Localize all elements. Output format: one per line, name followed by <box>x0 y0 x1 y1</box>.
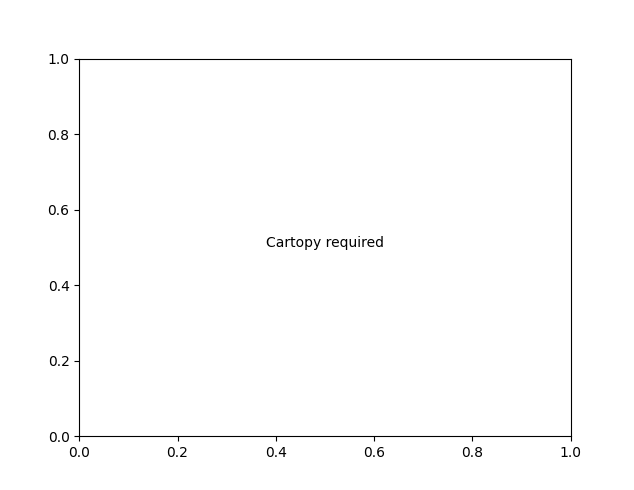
Text: Cartopy required: Cartopy required <box>266 237 384 250</box>
